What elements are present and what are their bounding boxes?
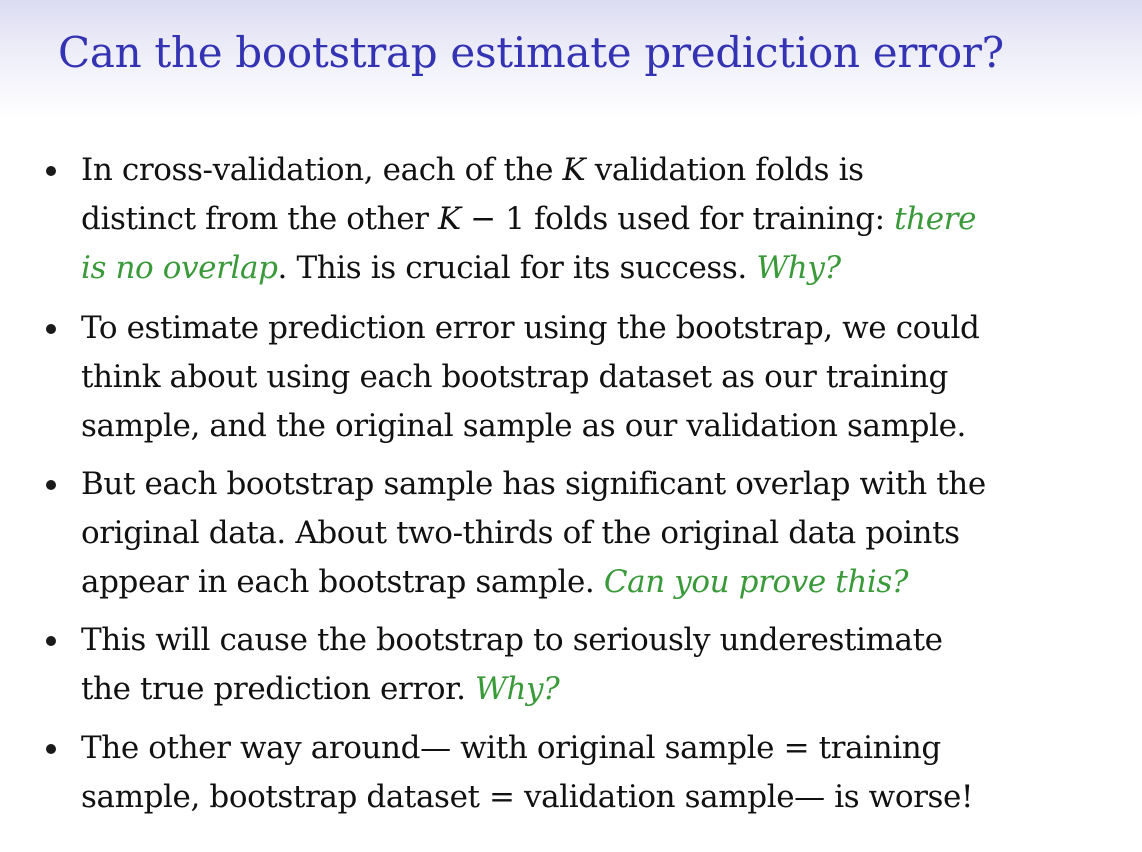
bullet-text: But each bootstrap sample has significan… bbox=[81, 460, 1121, 607]
bullet-line: think about using each bootstrap dataset… bbox=[81, 353, 1121, 402]
bullet-line: the true prediction error. Why? bbox=[81, 665, 1121, 714]
body-text: In cross-validation, each of the bbox=[81, 152, 563, 188]
bullet-text: The other way around— with original samp… bbox=[81, 724, 1121, 822]
bullet-dot bbox=[46, 166, 56, 176]
body-text: The other way around— with original samp… bbox=[81, 730, 941, 766]
body-text: . This is crucial for its success. bbox=[277, 250, 757, 286]
bullet-dot bbox=[46, 324, 56, 334]
bullet-line: sample, and the original sample as our v… bbox=[81, 402, 1121, 451]
bullet-dot bbox=[46, 480, 56, 490]
bullet-line: appear in each bootstrap sample. Can you… bbox=[81, 558, 1121, 607]
body-text: original data. About two-thirds of the o… bbox=[81, 515, 960, 551]
bullet-line: sample, bootstrap dataset = validation s… bbox=[81, 773, 1121, 822]
body-text: To estimate prediction error using the b… bbox=[81, 310, 980, 346]
bullet-line: But each bootstrap sample has significan… bbox=[81, 460, 1121, 509]
math-symbol: K bbox=[562, 152, 586, 188]
highlight-text: Can you prove this? bbox=[603, 564, 909, 600]
math-symbol: K bbox=[438, 201, 461, 237]
bullet-line: original data. About two-thirds of the o… bbox=[81, 509, 1121, 558]
bullet-line: This will cause the bootstrap to serious… bbox=[81, 616, 1121, 665]
bullet-line: The other way around— with original samp… bbox=[81, 724, 1121, 773]
bullet-dot bbox=[46, 636, 56, 646]
body-text: validation folds is bbox=[585, 152, 864, 188]
bullet-line: distinct from the other K − 1 folds used… bbox=[81, 195, 1121, 244]
body-text: distinct from the other bbox=[81, 201, 439, 237]
highlight-text: there bbox=[894, 201, 977, 237]
bullet-line: is no overlap. This is crucial for its s… bbox=[81, 244, 1121, 293]
bullet-line: In cross-validation, each of the K valid… bbox=[81, 146, 1121, 195]
bullet-dot bbox=[46, 744, 56, 754]
bullet-text: In cross-validation, each of the K valid… bbox=[81, 146, 1121, 293]
bullet-line: To estimate prediction error using the b… bbox=[81, 304, 1121, 353]
title-band bbox=[0, 0, 1142, 118]
body-text: appear in each bootstrap sample. bbox=[81, 564, 604, 600]
body-text: sample, bootstrap dataset = validation s… bbox=[81, 779, 974, 815]
body-text: This will cause the bootstrap to serious… bbox=[81, 622, 943, 658]
slide-title: Can the bootstrap estimate prediction er… bbox=[58, 28, 1004, 77]
body-text: the true prediction error. bbox=[81, 671, 476, 707]
body-text: But each bootstrap sample has significan… bbox=[81, 466, 986, 502]
highlight-text: is no overlap bbox=[81, 250, 278, 286]
body-text: − 1 folds used for training: bbox=[460, 201, 895, 237]
body-text: think about using each bootstrap dataset… bbox=[81, 359, 949, 395]
highlight-text: Why? bbox=[475, 671, 560, 707]
highlight-text: Why? bbox=[756, 250, 841, 286]
bullet-text: To estimate prediction error using the b… bbox=[81, 304, 1121, 451]
bullet-text: This will cause the bootstrap to serious… bbox=[81, 616, 1121, 714]
body-text: sample, and the original sample as our v… bbox=[81, 408, 966, 444]
